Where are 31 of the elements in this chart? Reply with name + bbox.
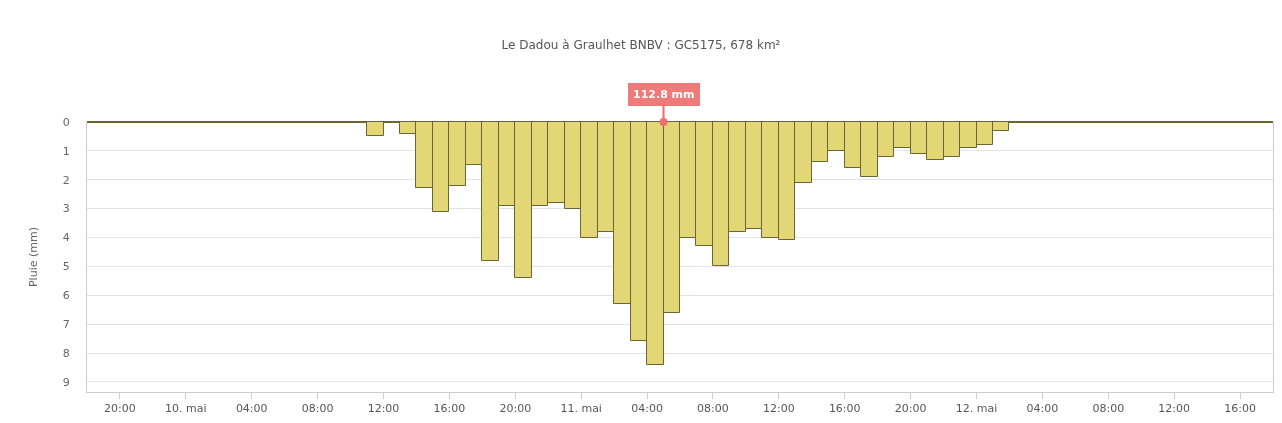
y-tick-label: 5 <box>62 260 70 274</box>
x-tick-label: 08:00 <box>1092 402 1125 416</box>
y-tick-label: 8 <box>62 346 70 360</box>
x-tick-label: 20:00 <box>104 402 136 416</box>
y-tick-label: 9 <box>62 375 70 389</box>
y-tick-label: 4 <box>62 231 70 245</box>
x-tick-label: 16:00 <box>1224 402 1256 416</box>
x-tick-label: 04:00 <box>1026 402 1059 416</box>
x-tick-label: 04:00 <box>631 402 663 416</box>
x-tick-label: 10. mai <box>165 402 207 416</box>
x-tick-label: 12:00 <box>1158 402 1191 416</box>
x-tick-label: 04:00 <box>235 402 268 416</box>
x-tick-label: 16:00 <box>433 402 466 416</box>
x-tick-label: 20:00 <box>499 402 532 416</box>
x-tick-label: 20:00 <box>894 402 927 416</box>
y-tick-label: 7 <box>62 317 70 331</box>
x-tick-label: 08:00 <box>301 402 334 416</box>
y-tick-label: 1 <box>62 144 70 158</box>
annotation: 112.8 mm <box>633 88 695 101</box>
x-tick-label: 08:00 <box>697 402 729 416</box>
x-tick-label: 12. mai <box>955 402 998 416</box>
x-tick-label: 12:00 <box>367 402 400 416</box>
y-axis-title: Pluie (mm) <box>27 227 41 287</box>
y-tick-label: 3 <box>62 202 70 216</box>
x-tick-label: 12:00 <box>762 402 795 416</box>
x-tick-label: 11. mai <box>560 402 602 416</box>
y-tick-label: 6 <box>62 289 70 303</box>
chart-title: Le Dadou à Graulhet BNBV : GC5175, 678 km² <box>501 38 781 53</box>
y-tick-label: 2 <box>62 173 70 187</box>
y-tick-label: 0 <box>62 115 70 129</box>
x-tick-label: 16:00 <box>828 402 861 416</box>
